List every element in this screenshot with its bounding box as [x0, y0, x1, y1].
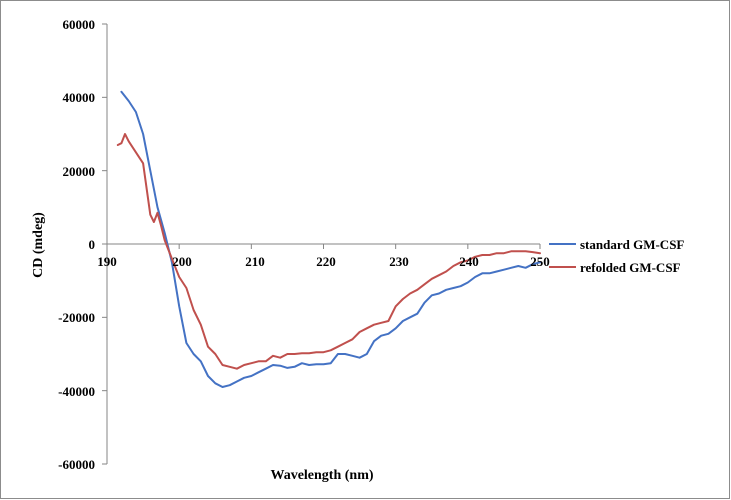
x-tick-label-190: 190: [97, 254, 117, 269]
x-tick-label-220: 220: [316, 254, 336, 269]
y-tick-label-60000: 60000: [63, 17, 96, 32]
y-axis-title: CD (mdeg): [31, 212, 46, 278]
y-tick-label-40000: 40000: [63, 90, 96, 105]
legend-label-refolded: refolded GM-CSF: [580, 260, 681, 275]
series-line-refolded: [116, 133, 541, 370]
legend-label-standard: standard GM-CSF: [580, 237, 684, 252]
x-tick-label-250: 250: [530, 254, 550, 269]
y-tick-label-20000: 20000: [63, 164, 96, 179]
legend: standard GM-CSF refolded GM-CSF: [549, 237, 684, 275]
x-tick-label-240: 240: [459, 254, 479, 269]
x-axis-title: Wavelength (nm): [270, 468, 373, 483]
x-tick-label-210: 210: [245, 254, 265, 269]
y-tick-label-0: 0: [89, 237, 96, 252]
y-tick-label-neg60000: -60000: [58, 457, 95, 472]
y-tick-label-neg40000: -40000: [58, 384, 95, 399]
axes-layer: [102, 23, 541, 465]
x-tick-label-200: 200: [172, 254, 192, 269]
series-layer: [116, 90, 541, 388]
x-tick-label-230: 230: [389, 254, 409, 269]
y-tick-label-neg20000: -20000: [58, 310, 95, 325]
series-line-standard: [120, 90, 541, 388]
